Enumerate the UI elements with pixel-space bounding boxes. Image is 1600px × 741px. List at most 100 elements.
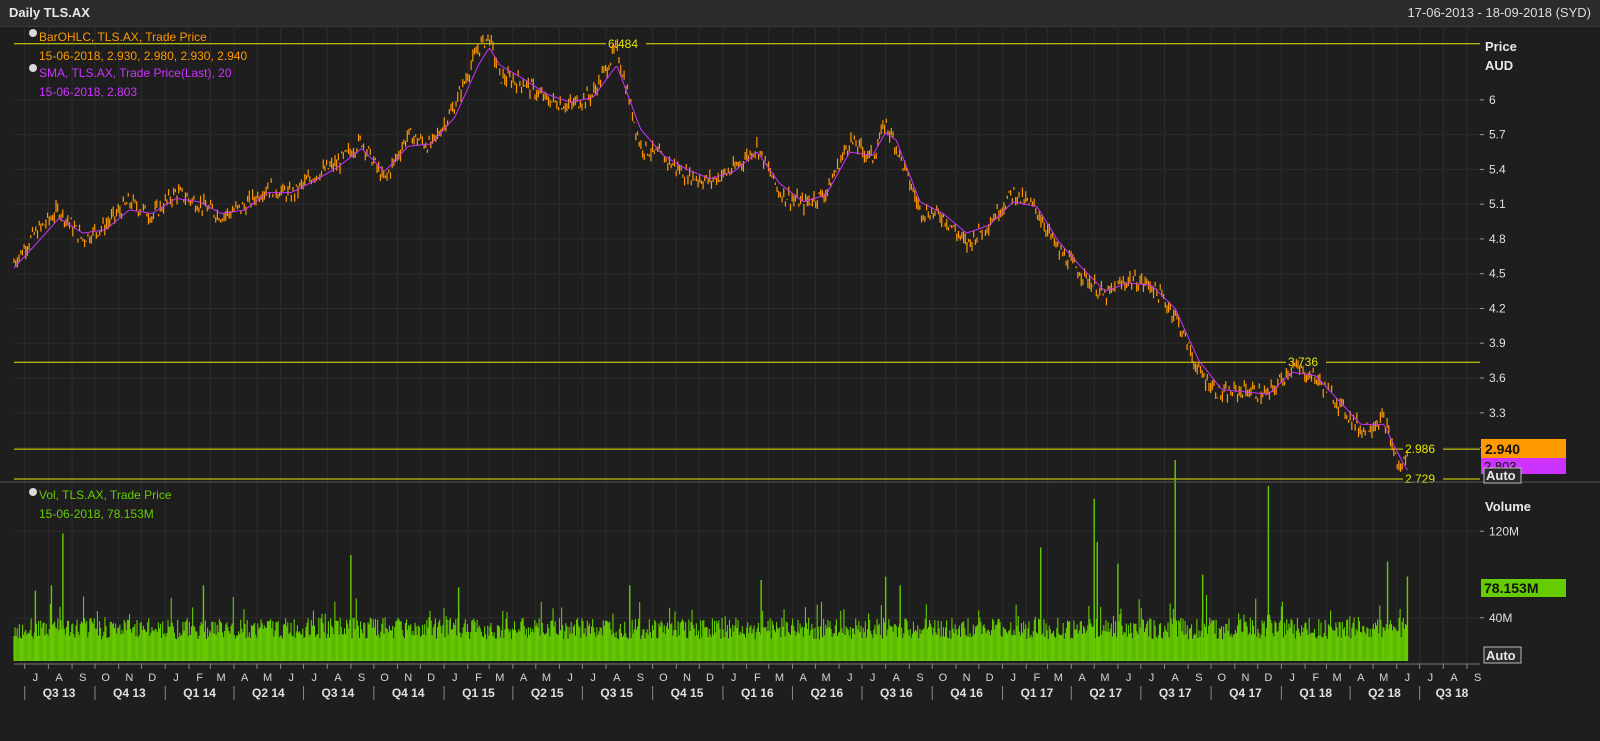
quarter-labels: Q3 13 Q4 13 Q1 14 Q2 14 Q3 14 Q4 14 Q1 15 Q2 15… bbox=[24, 686, 1469, 700]
volume-axis: Volume 120M 40M bbox=[1480, 499, 1531, 625]
month-label: J bbox=[731, 672, 737, 684]
volume-legend-icon[interactable] bbox=[29, 488, 37, 496]
ohlc-bars bbox=[13, 34, 1408, 472]
month-label: O bbox=[659, 672, 668, 684]
month-label: M bbox=[495, 672, 504, 684]
month-label: J bbox=[1126, 672, 1132, 684]
volume-tick-label: 120M bbox=[1489, 524, 1519, 538]
quarter-label: Q3 16 bbox=[880, 686, 913, 700]
price-axis-unit: AUD bbox=[1485, 58, 1513, 73]
price-tick-label: 5.4 bbox=[1489, 162, 1506, 176]
month-label: F bbox=[1312, 672, 1319, 684]
quarter-label: Q1 18 bbox=[1299, 686, 1332, 700]
month-label: F bbox=[196, 672, 203, 684]
month-label: J bbox=[870, 672, 876, 684]
volume-last-badge: 78.153M bbox=[1484, 580, 1538, 596]
quarter-label: Q1 16 bbox=[741, 686, 774, 700]
title-bar: Daily TLS.AX 17-06-2013 - 18-09-2018 (SY… bbox=[0, 0, 1600, 27]
month-label: A bbox=[1078, 672, 1086, 684]
month-label: M bbox=[1379, 672, 1388, 684]
ohlc-legend-values: 15-06-2018, 2.930, 2.980, 2.930, 2.940 bbox=[39, 49, 247, 63]
month-label: J bbox=[1428, 672, 1434, 684]
month-label: S bbox=[1474, 672, 1481, 684]
month-label: M bbox=[1333, 672, 1342, 684]
quarter-label: Q1 15 bbox=[462, 686, 495, 700]
quarter-label: Q1 14 bbox=[183, 686, 216, 700]
price-tick-label: 5.1 bbox=[1489, 197, 1506, 211]
quarter-label: Q4 14 bbox=[392, 686, 425, 700]
month-label: J bbox=[1010, 672, 1016, 684]
price-axis: Price AUD 65.75.45.14.84.54.23.93.63.33 bbox=[1480, 39, 1517, 455]
month-label: O bbox=[939, 672, 948, 684]
date-range: 17-06-2013 - 18-09-2018 (SYD) bbox=[1407, 5, 1591, 20]
quarter-label: Q3 14 bbox=[322, 686, 355, 700]
month-label: O bbox=[380, 672, 389, 684]
last-price-badge-bg bbox=[1481, 439, 1566, 458]
month-label: J bbox=[173, 672, 179, 684]
price-legend: BarOHLC, TLS.AX, Trade Price 15-06-2018,… bbox=[29, 29, 247, 99]
month-label: M bbox=[821, 672, 830, 684]
price-badges: 2.940 2.803 Auto bbox=[1481, 439, 1566, 484]
month-label: F bbox=[754, 672, 761, 684]
month-label: M bbox=[263, 672, 272, 684]
sma-line bbox=[13, 47, 1408, 471]
sma-legend-icon[interactable] bbox=[29, 64, 37, 72]
month-label: A bbox=[613, 672, 621, 684]
price-tick-label: 3.9 bbox=[1489, 336, 1506, 350]
quarter-label: Q2 16 bbox=[810, 686, 843, 700]
sma-legend-name: SMA, TLS.AX, Trade Price(Last), 20 bbox=[39, 66, 232, 80]
chart-title: Daily TLS.AX bbox=[9, 5, 90, 20]
month-label: A bbox=[893, 672, 901, 684]
volume-auto-button[interactable] bbox=[1483, 646, 1522, 664]
month-label: O bbox=[1218, 672, 1227, 684]
month-label: D bbox=[706, 672, 714, 684]
quarter-label: Q2 14 bbox=[252, 686, 285, 700]
volume-badge-bg bbox=[1481, 579, 1566, 597]
month-label: D bbox=[986, 672, 994, 684]
price-tick-label: 4.2 bbox=[1489, 301, 1506, 315]
volume-legend: Vol, TLS.AX, Trade Price 15-06-2018, 78.… bbox=[29, 488, 172, 521]
quarter-label: Q2 15 bbox=[531, 686, 564, 700]
month-label: A bbox=[241, 672, 249, 684]
price-auto-label: Auto bbox=[1486, 468, 1516, 483]
month-label: J bbox=[33, 672, 39, 684]
price-tick-label: 5.7 bbox=[1489, 128, 1506, 142]
quarter-label: Q4 17 bbox=[1229, 686, 1262, 700]
price-axis-title: Price bbox=[1485, 39, 1517, 54]
month-label: M bbox=[775, 672, 784, 684]
month-label: M bbox=[216, 672, 225, 684]
month-label: S bbox=[1195, 672, 1202, 684]
month-label: J bbox=[311, 672, 317, 684]
month-label: J bbox=[567, 672, 573, 684]
month-label: J bbox=[1149, 672, 1155, 684]
quarter-label: Q3 15 bbox=[600, 686, 633, 700]
price-auto-button[interactable] bbox=[1483, 467, 1522, 484]
month-label: A bbox=[799, 672, 807, 684]
sma-legend-values: 15-06-2018, 2.803 bbox=[39, 85, 137, 99]
month-label: A bbox=[1450, 672, 1458, 684]
month-label: J bbox=[590, 672, 596, 684]
reference-label-bg bbox=[1403, 441, 1443, 457]
quarter-label: Q4 15 bbox=[671, 686, 704, 700]
volume-tick-label: 40M bbox=[1489, 611, 1512, 625]
month-label: S bbox=[637, 672, 644, 684]
month-label: J bbox=[1405, 672, 1411, 684]
month-label: D bbox=[148, 672, 156, 684]
quarter-label: Q2 18 bbox=[1368, 686, 1401, 700]
month-label: S bbox=[916, 672, 923, 684]
month-label: N bbox=[404, 672, 412, 684]
month-label: J bbox=[847, 672, 853, 684]
ohlc-legend-icon[interactable] bbox=[29, 29, 37, 37]
month-label: O bbox=[101, 672, 110, 684]
volume-badges: 78.153M Auto bbox=[1481, 579, 1566, 664]
month-label: A bbox=[55, 672, 63, 684]
volume-grid bbox=[14, 530, 1480, 619]
month-label: M bbox=[542, 672, 551, 684]
price-grid bbox=[14, 26, 1480, 664]
price-tick-label: 3.6 bbox=[1489, 371, 1506, 385]
month-label: F bbox=[1034, 672, 1041, 684]
reference-label: 3.736 bbox=[1288, 355, 1318, 369]
